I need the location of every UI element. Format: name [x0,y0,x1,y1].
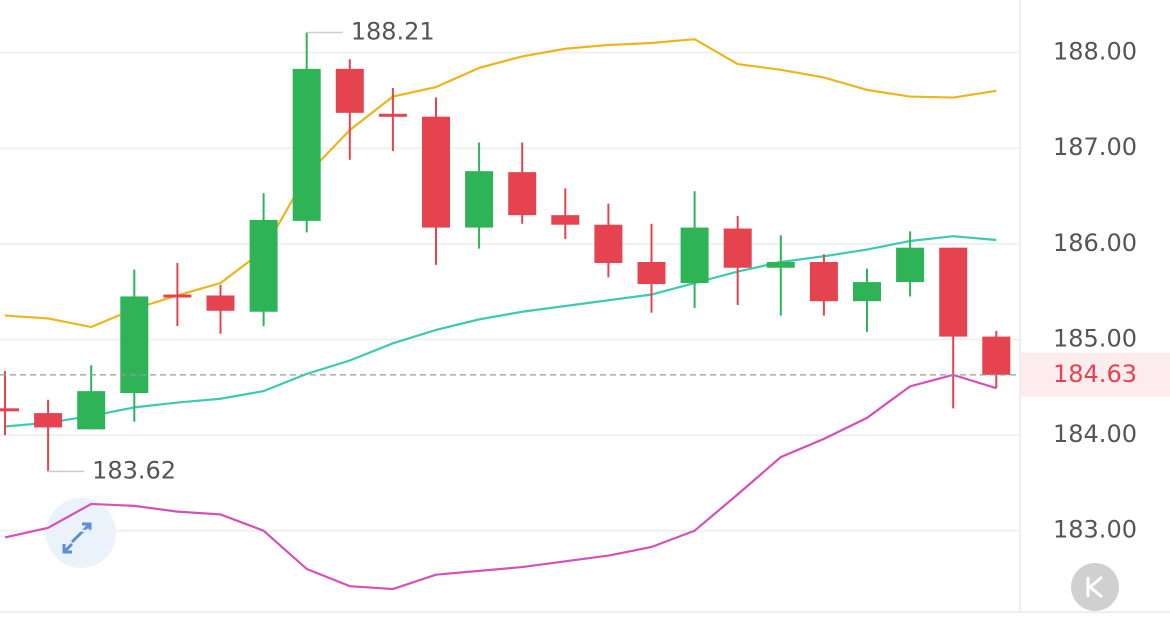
y-tick-label: 187.00 [1053,133,1137,161]
candle-body [508,172,537,216]
candle-body [680,227,709,284]
k-bg[interactable] [1071,563,1119,611]
k-button[interactable] [1071,563,1119,611]
candle-body [77,391,106,430]
candle-body [120,296,149,394]
band-line [4,235,997,428]
candle-body [422,116,450,228]
candle-body [465,171,494,228]
k-icon [1086,575,1103,599]
candle-body [853,282,881,302]
candle-body [982,336,1011,375]
min-label: 183.62 [92,456,176,484]
expand-button[interactable] [46,498,116,568]
candle-body [809,262,838,302]
candle-body [637,262,666,285]
candle-body [896,247,925,283]
candle-body [163,294,192,298]
candle-body [766,262,795,268]
y-tick-label: 185.00 [1053,324,1137,352]
y-tick-label: 183.00 [1053,516,1137,544]
max-label: 188.21 [351,18,435,46]
candle-body [206,295,235,311]
y-tick-label: 184.00 [1053,420,1137,448]
last-price-label: 184.63 [1053,360,1137,388]
y-tick-label: 188.00 [1053,38,1137,66]
candle-body [0,408,19,412]
candle-body [34,413,63,428]
candle-body [551,215,580,225]
candle-body [939,247,968,337]
candle-body [249,219,278,312]
candle-body [723,228,752,268]
candle-body [594,224,623,263]
band-line [4,38,997,329]
y-tick-label: 186.00 [1053,229,1137,257]
candle-body [292,68,321,221]
expand-icon [62,522,92,554]
last-price-bg [1021,352,1170,397]
candle-body [335,68,364,113]
candle-body [378,113,407,117]
band-line [4,373,997,591]
